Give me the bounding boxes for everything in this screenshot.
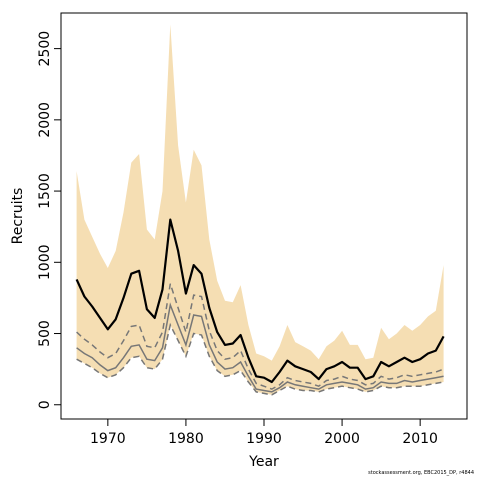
- series-solid-grey: [76, 302, 444, 393]
- y-tick-label-2500: 2500: [37, 31, 53, 67]
- footnote: stockassessment.org, EBC2015_DP, r4844: [368, 470, 474, 476]
- series-median: [75, 218, 445, 384]
- y-axis-title: Recruits: [10, 188, 26, 245]
- y-tick-label-2000: 2000: [37, 102, 53, 138]
- series-dashed-lower: [76, 322, 444, 396]
- y-tick-label-1500: 1500: [37, 173, 53, 209]
- y-tick-label-1000: 1000: [37, 244, 53, 280]
- x-tick-label-2010: 2010: [402, 431, 438, 447]
- x-tick-label-1990: 1990: [246, 431, 282, 447]
- y-tick-label-500: 500: [37, 320, 53, 347]
- y-tick-label-0: 0: [37, 400, 53, 409]
- confidence-band: [76, 24, 444, 395]
- x-tick-label-1970: 1970: [90, 431, 126, 447]
- plot-area: [75, 24, 445, 396]
- x-tick-label-1980: 1980: [168, 431, 204, 447]
- x-tick-label-2000: 2000: [324, 431, 360, 447]
- series-dashed-upper: [76, 283, 444, 390]
- x-axis-title: Year: [248, 454, 279, 470]
- axes: 1970 1980 1990 2000 2010 0 500 1000 1500 2000 2500: [37, 31, 438, 447]
